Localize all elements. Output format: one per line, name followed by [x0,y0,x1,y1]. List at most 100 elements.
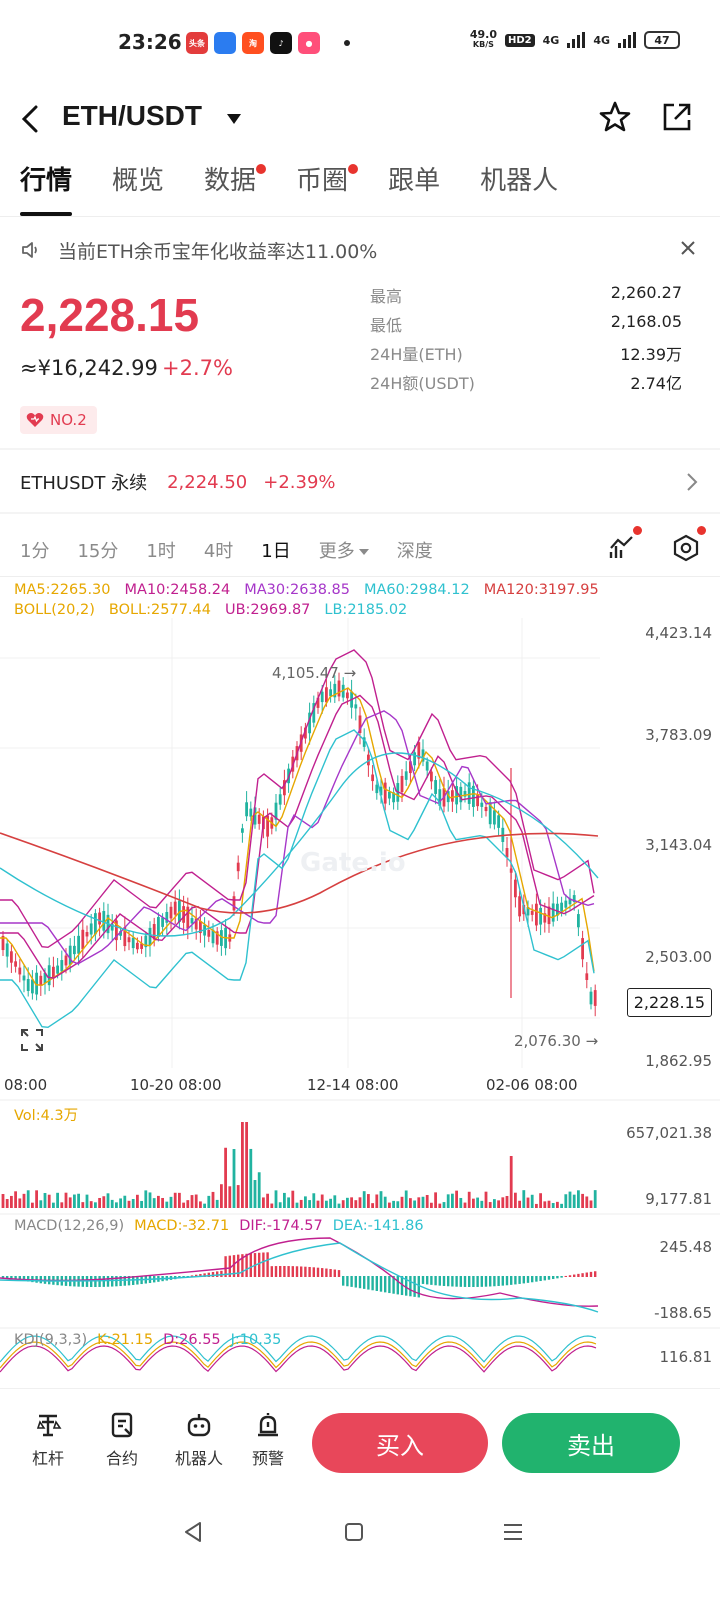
macd-histogram-bar [312,1267,315,1277]
candle-body [110,923,114,931]
main-tabs: 行情 概览 数据 币圈 跟单 机器人 [20,160,700,216]
macd-histogram-bar [405,1276,408,1296]
macd-histogram-bar [505,1276,509,1286]
settings-hexagon-icon[interactable] [672,534,700,562]
alert-button[interactable]: 预警 [238,1411,298,1469]
volume-bar [182,1202,185,1208]
nav-menu-icon[interactable] [502,1522,524,1542]
volume-bar [400,1196,404,1208]
fullscreen-expand-icon[interactable] [20,1028,44,1052]
kline-chart-area[interactable]: MA5:2265.30 MA10:2458.24 MA30:2638.85 MA… [0,578,720,1388]
volume-bar [148,1192,152,1208]
candle-body [392,792,395,803]
tab-copy-trade[interactable]: 跟单 [388,160,440,216]
boll-label: BOLL:2577.44 [108,602,211,618]
rank-badge[interactable]: NO.2 [20,406,97,434]
tab-overview[interactable]: 概览 [112,160,164,216]
macd-histogram-bar [573,1274,576,1277]
robot-button[interactable]: 机器人 [166,1411,232,1469]
candle-body [169,906,173,919]
indicator-chart-icon[interactable] [608,534,636,562]
share-icon[interactable] [660,100,694,134]
macd-histogram-bar [22,1276,26,1281]
macd-histogram-bar [350,1276,353,1287]
stat-value: 2.74亿 [630,374,682,393]
volume-bar [270,1203,274,1208]
macd-histogram-bar [211,1272,215,1277]
volume-bar [123,1195,127,1208]
kline-chart-svg[interactable] [0,578,720,1388]
tab-community[interactable]: 币圈 [296,160,359,216]
interval-1m[interactable]: 1分 [20,541,50,562]
volume-bar [262,1197,265,1208]
interval-1h[interactable]: 1时 [146,541,176,562]
low-annotation: 2,076.30 → [514,1032,599,1050]
candle-body [337,680,341,697]
macd-histogram-bar [501,1276,504,1286]
macd-histogram-bar [363,1276,366,1289]
signal-4g-1: 4G [542,33,560,47]
back-arrow-icon[interactable] [18,104,44,134]
cloud-app-icon [214,32,236,54]
leverage-button[interactable]: 杠杆 [18,1411,78,1469]
battery-icon: 47 [644,31,680,49]
bottom-action-bar: 杠杆 合约 机器人 预警 买入 卖出 [0,1388,720,1498]
interval-depth[interactable]: 深度 [396,541,433,562]
macd-histogram-bar [371,1276,374,1291]
stat-label: 最高 [370,287,403,306]
macd-histogram-bar [358,1276,362,1289]
candle-body [425,761,429,771]
candle-body [333,683,337,698]
macd-histogram-bar [123,1276,126,1286]
macd-histogram-bar [106,1276,110,1287]
stat-value: 12.39万 [620,345,682,364]
pair-dropdown-icon[interactable] [226,112,242,126]
macd-legend: MACD(12,26,9) MACD:-32.71 DIF:-174.57 DE… [14,1218,434,1234]
candle-body [152,924,156,940]
volume-bar [501,1197,505,1208]
volume-bar [316,1200,320,1208]
volume-bar [73,1194,76,1208]
sell-button[interactable]: 卖出 [502,1413,680,1473]
interval-1d[interactable]: 1日 [261,541,291,562]
interval-15m[interactable]: 15分 [77,541,119,562]
volume-bar [94,1202,97,1208]
macd-histogram-bar [295,1266,299,1277]
pair-title[interactable]: ETH/USDT [62,100,202,131]
macd-histogram-bar [497,1276,500,1286]
candle-body [52,966,55,979]
volume-bar [131,1199,135,1208]
tab-market[interactable]: 行情 [20,160,73,216]
macd-histogram-bar [337,1270,341,1277]
candle-body [568,898,572,905]
stat-low: 最低 2,168.05 [370,312,682,341]
interval-more[interactable]: 更多 [319,537,369,563]
volume-bar [89,1201,93,1208]
macd-histogram-bar [367,1276,370,1290]
tab-data[interactable]: 数据 [204,160,267,216]
chevron-right-icon [687,473,698,491]
volume-bar [375,1194,379,1208]
candle-body [530,910,534,915]
volume-bar [5,1199,9,1208]
buy-button[interactable]: 买入 [312,1413,488,1473]
volume-label: Vol:4.3万 [14,1108,79,1124]
candle-body [253,807,257,825]
tab-bot[interactable]: 机器人 [480,160,558,216]
interval-4h[interactable]: 4时 [203,541,234,562]
nav-back-icon[interactable] [182,1520,204,1544]
nav-home-icon[interactable] [344,1522,364,1542]
volume-bar [572,1194,576,1208]
contract-button[interactable]: 合约 [92,1411,152,1469]
perpetual-row[interactable]: ETHUSDT 永续 2,224.50 +2.39% [20,462,700,502]
notice-banner[interactable]: 当前ETH余币宝年化收益率达11.00% [20,232,700,268]
close-icon[interactable] [678,238,698,258]
macd-histogram-bar [547,1276,551,1280]
macd-histogram-bar [438,1276,441,1286]
candle-body [245,802,248,817]
candle-body [589,991,593,1005]
favorite-star-icon[interactable] [598,100,632,134]
candle-body [388,791,391,799]
macd-dif-line [0,1237,599,1307]
candle-body [312,703,316,723]
